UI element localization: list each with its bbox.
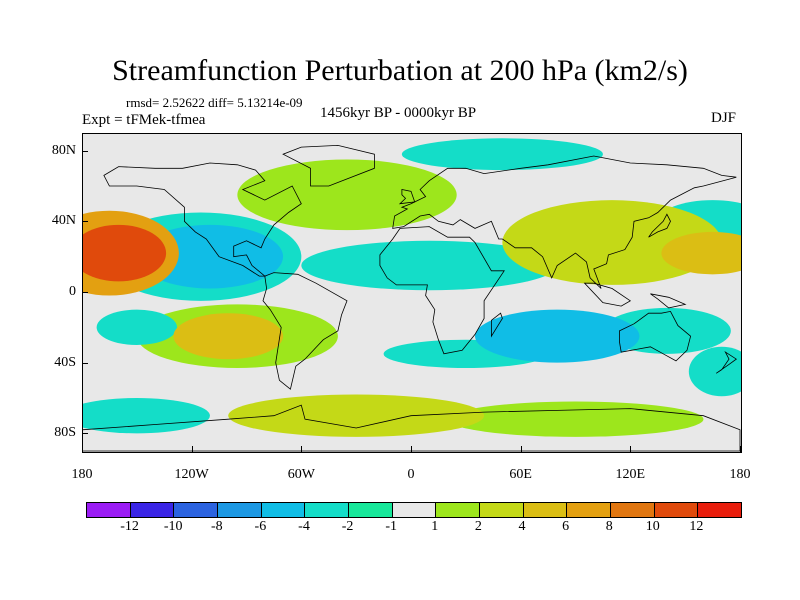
- coastline: [379, 226, 505, 355]
- colorbar-swatch: [305, 503, 350, 517]
- lon-tick-label: 180: [729, 467, 751, 482]
- anomaly-blob: [237, 159, 457, 231]
- colorbar-swatch: [698, 503, 742, 517]
- lat-tick-label: 40S: [54, 354, 76, 370]
- lat-tick: [82, 362, 88, 364]
- lon-tick: [520, 446, 522, 452]
- colorbar-label: -1: [385, 519, 398, 534]
- figure-title: Streamfunction Perturbation at 200 hPa (…: [112, 54, 688, 87]
- lon-tick: [630, 446, 632, 452]
- coastline: [648, 213, 671, 238]
- lon-tick: [191, 446, 193, 452]
- colorbar-swatch: [567, 503, 612, 517]
- colorbar-label: -12: [120, 519, 139, 534]
- lat-tick-label: 0: [69, 284, 76, 299]
- lon-tick: [411, 446, 412, 452]
- lat-tick: [82, 221, 88, 223]
- colorbar: [86, 502, 742, 518]
- colorbar-swatch: [349, 503, 393, 517]
- period-label: 1456kyr BP - 0000kyr BP: [320, 105, 477, 121]
- experiment-label: Expt = tFMek-tfmea: [82, 112, 206, 128]
- colorbar-swatch: [611, 503, 655, 517]
- colorbar-swatch: [218, 503, 262, 517]
- lat-tick: [82, 292, 88, 293]
- colorbar-label: -2: [341, 519, 354, 534]
- colorbar-swatch: [174, 503, 219, 517]
- colorbar-label: -6: [254, 519, 267, 534]
- coastline: [619, 310, 692, 362]
- coastline: [715, 350, 738, 374]
- colorbar-swatch: [261, 503, 306, 517]
- season-label: DJF: [711, 110, 737, 126]
- colorbar-swatch: [654, 503, 699, 517]
- coastline: [650, 293, 687, 309]
- colorbar-label: 6: [562, 519, 570, 534]
- lon-tick: [82, 446, 83, 452]
- colorbar-swatch: [436, 503, 481, 517]
- coastline: [398, 189, 416, 205]
- colorbar-swatch: [130, 503, 175, 517]
- coastline: [490, 312, 503, 338]
- anomaly-blob: [401, 138, 603, 171]
- lat-tick: [82, 433, 88, 435]
- coastline: [262, 272, 348, 390]
- lon-tick-label: 120W: [174, 467, 209, 482]
- anomaly-blob: [301, 240, 558, 291]
- lon-tick-label: 0: [407, 467, 415, 482]
- anomaly-blob: [661, 231, 742, 275]
- lon-tick: [301, 446, 303, 452]
- colorbar-label: 10: [645, 519, 660, 534]
- lon-tick-label: 120E: [615, 467, 646, 482]
- colorbar-label: -4: [298, 519, 310, 534]
- lat-tick-label: 80S: [54, 425, 76, 441]
- colorbar-swatch: [523, 503, 568, 517]
- coastline: [583, 282, 632, 307]
- coastline: [82, 404, 741, 452]
- anomaly-blob: [474, 309, 640, 363]
- stats-text: rmsd= 2.52622 diff= 5.13214e-09: [126, 95, 303, 110]
- lon-tick: [740, 446, 741, 452]
- lat-tick-label: 80N: [51, 142, 76, 158]
- anomaly-blob: [502, 200, 722, 285]
- anomaly-blob: [173, 313, 284, 360]
- lat-tick: [82, 150, 88, 152]
- anomaly-blob: [82, 398, 210, 434]
- colorbar-label: 4: [518, 519, 526, 534]
- coastline: [282, 144, 375, 187]
- map-panel: [82, 133, 742, 453]
- anomaly-blob: [228, 394, 485, 437]
- anomaly-blob: [82, 224, 167, 282]
- colorbar-label: 2: [474, 519, 482, 534]
- colorbar-label: 8: [605, 519, 613, 534]
- colorbar-swatch: [480, 503, 524, 517]
- colorbar-label: -8: [210, 519, 223, 534]
- colorbar-label: 12: [689, 519, 704, 534]
- lat-tick-label: 40N: [51, 213, 76, 229]
- colorbar-swatch: [87, 503, 131, 517]
- lon-tick-label: 180: [71, 467, 93, 482]
- coastline: [103, 162, 302, 277]
- anomaly-blob: [96, 309, 178, 345]
- coastline: [392, 155, 737, 289]
- lon-tick-label: 60W: [287, 467, 315, 482]
- map-canvas: [82, 133, 742, 453]
- colorbar-label: -10: [163, 519, 183, 534]
- colorbar-swatch: [392, 503, 437, 517]
- lon-tick-label: 60E: [509, 467, 532, 482]
- colorbar-label: 1: [431, 519, 439, 534]
- anomaly-blob: [447, 401, 704, 437]
